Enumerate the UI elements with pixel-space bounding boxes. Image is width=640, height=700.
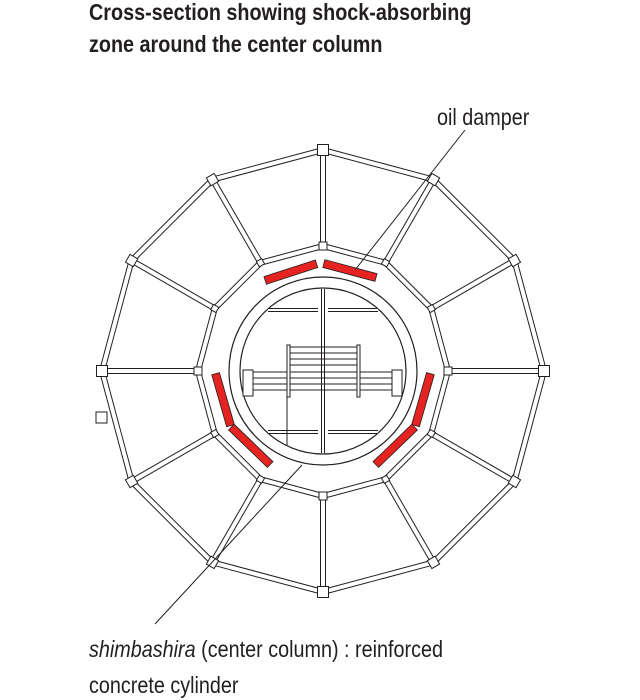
diagram-title-line1: Cross-section showing shock-absorbing [89, 0, 472, 25]
outer-node [124, 253, 139, 268]
oil-damper-label: oil damper [437, 104, 530, 130]
shimbashira-term: shimbashira [89, 636, 196, 662]
oil-damper [372, 423, 419, 469]
inner-ring-beam-fill [384, 432, 433, 481]
inner-node [209, 303, 220, 314]
end-block [391, 369, 403, 397]
post [286, 344, 291, 398]
outer-ring-beam-fill [322, 148, 435, 182]
oil-damper [322, 259, 378, 282]
inner-node [318, 241, 328, 251]
radial-beam-fill [130, 258, 216, 311]
radial-beam-fill [430, 431, 516, 484]
outer-node [96, 365, 108, 377]
inner-ring-beam-fill [429, 307, 450, 372]
outer-ring-beam-fill [512, 370, 546, 483]
post [356, 344, 361, 398]
shimbashira-leader [154, 464, 303, 625]
outer-node [317, 144, 329, 156]
outer-node [507, 253, 522, 268]
oil-damper [411, 372, 435, 428]
marker-square [95, 411, 108, 424]
outer-ring-beam-fill [211, 560, 324, 594]
inner-ring-beam-fill [259, 244, 324, 265]
inner-node [426, 303, 437, 314]
radial-beam-fill [130, 431, 216, 484]
inner-ring-beam-fill [213, 432, 262, 481]
outer-node [317, 586, 329, 598]
inner-ring-beam-fill [322, 244, 387, 265]
radial-beam-fill [210, 178, 263, 264]
inner-node [380, 474, 391, 485]
shimbashira-caption: shimbashira (center column) : reinforced [89, 636, 443, 663]
outer-ring-beam-fill [432, 480, 516, 564]
cylinder-inner [239, 287, 407, 455]
inner-ring-beam-fill [196, 307, 217, 372]
outer-ring-beam-fill [322, 560, 435, 594]
inner-node [443, 366, 453, 376]
inner-node [380, 257, 391, 268]
outer-node [426, 172, 441, 187]
inner-ring-beam-fill [196, 370, 217, 435]
radial-beam-fill [210, 478, 263, 564]
inner-node [255, 474, 266, 485]
inner-ring-beam-fill [429, 370, 450, 435]
outer-ring-beam-fill [100, 370, 134, 483]
inner-ring-beam-fill [213, 261, 262, 310]
caption-rest: (center column) : reinforced [195, 636, 443, 662]
inner-ring-beam-fill [384, 261, 433, 310]
inner-ring-beam-fill [259, 477, 324, 498]
oil-damper-leader [354, 129, 466, 271]
oil-damper [263, 259, 319, 285]
outer-ring-beam-fill [512, 259, 546, 372]
outer-node [507, 474, 522, 489]
outer-ring-beam-fill [211, 148, 324, 182]
inner-ring-beam-fill [322, 477, 387, 498]
outer-node [124, 474, 139, 489]
radial-beam-fill [383, 478, 436, 564]
inner-node [318, 491, 328, 501]
inner-node [193, 366, 203, 376]
outer-node [538, 365, 550, 377]
outer-node [426, 555, 441, 570]
inner-node [255, 257, 266, 268]
inner-node [209, 428, 220, 439]
inner-node [426, 428, 437, 439]
radial-beam-fill [430, 258, 516, 311]
outer-ring-beam-fill [100, 259, 134, 372]
end-block [242, 369, 254, 397]
outer-ring-beam-fill [130, 480, 214, 564]
shimbashira-caption-line2: concrete cylinder [89, 672, 239, 698]
diagram-title-line2: zone around the center column [89, 31, 383, 57]
outer-ring-beam-fill [130, 178, 214, 262]
outer-ring-beam-fill [432, 178, 516, 262]
oil-damper [227, 423, 274, 469]
radial-beam-fill [383, 178, 436, 264]
outer-node [205, 172, 220, 187]
oil-damper [211, 372, 235, 428]
